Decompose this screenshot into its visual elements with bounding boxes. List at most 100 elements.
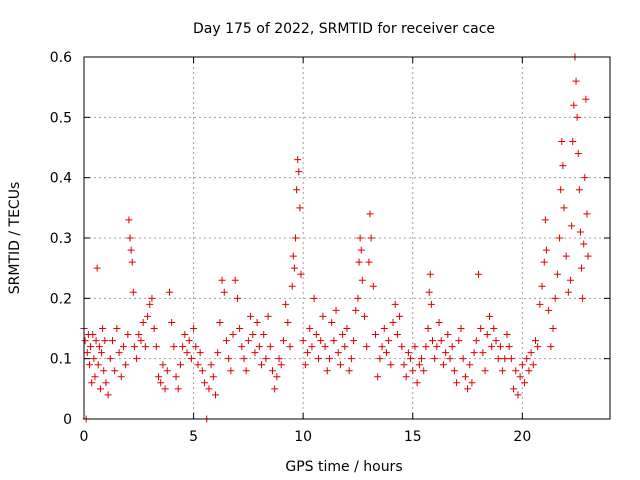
data-point (190, 325, 198, 332)
data-point (176, 361, 184, 369)
data-point (113, 325, 121, 332)
data-point (99, 325, 107, 332)
data-point (477, 325, 485, 332)
data-point (90, 355, 98, 363)
data-point (564, 288, 572, 296)
data-point (581, 174, 589, 182)
data-point (475, 270, 482, 278)
data-point (569, 137, 577, 145)
data-point (562, 252, 570, 260)
data-point (89, 331, 97, 339)
data-point (277, 361, 285, 369)
data-point (525, 367, 533, 375)
data-point (290, 264, 298, 272)
data-point (225, 355, 233, 363)
data-point (514, 391, 522, 399)
data-point (380, 325, 388, 332)
data-point (553, 270, 561, 278)
data-point (453, 379, 461, 387)
data-point (87, 343, 95, 351)
data-point (437, 337, 445, 345)
data-point (165, 288, 173, 296)
data-point (439, 361, 447, 369)
data-point (492, 337, 500, 345)
data-point (547, 343, 555, 351)
data-point (472, 337, 480, 345)
data-point (580, 240, 588, 248)
data-point (170, 343, 178, 351)
data-point (481, 367, 489, 375)
data-point (209, 373, 217, 381)
data-point (271, 385, 279, 393)
data-point (557, 186, 565, 194)
data-point (387, 361, 395, 369)
data-point (354, 294, 362, 302)
data-point (424, 325, 432, 332)
data-point (104, 391, 112, 399)
data-point (534, 343, 542, 351)
data-point (573, 113, 581, 121)
data-point (402, 373, 410, 381)
data-point (570, 101, 578, 109)
data-point (101, 337, 109, 345)
data-point (251, 349, 259, 357)
data-point (194, 361, 202, 369)
data-point (549, 325, 557, 332)
data-point (128, 258, 136, 266)
data-point (485, 312, 493, 320)
data-point (233, 294, 241, 302)
data-point (466, 361, 474, 369)
data-point (227, 367, 235, 375)
data-point (389, 318, 397, 326)
data-point (294, 156, 302, 164)
data-point (301, 361, 309, 369)
data-point (323, 367, 331, 375)
data-point (214, 349, 222, 357)
data-point (137, 337, 145, 345)
data-point (291, 234, 299, 242)
data-point (93, 264, 101, 272)
data-point (98, 349, 106, 357)
data-point (556, 234, 564, 242)
data-point (192, 343, 200, 351)
data-point (357, 246, 365, 254)
data-point (358, 276, 366, 284)
data-point (355, 258, 363, 266)
data-point (183, 349, 191, 357)
data-point (427, 300, 435, 308)
data-point (350, 337, 358, 345)
data-point (418, 355, 426, 363)
data-point (198, 367, 206, 375)
data-point (150, 325, 158, 332)
data-point (295, 168, 303, 176)
y-axis-label: SRMTID / TECUs (7, 182, 23, 295)
data-point (141, 343, 149, 351)
data-point (545, 306, 553, 314)
data-point (102, 379, 110, 387)
data-point (560, 204, 568, 212)
data-point (236, 325, 244, 332)
data-point (126, 234, 134, 242)
data-point (332, 306, 340, 314)
data-point (304, 349, 312, 357)
data-point (378, 343, 386, 351)
data-point (582, 95, 590, 103)
data-point (527, 349, 535, 357)
data-point (575, 186, 583, 194)
data-point (365, 258, 373, 266)
data-point (83, 349, 91, 357)
data-point (286, 343, 294, 351)
x-tick-label: 10 (294, 429, 312, 445)
data-point (455, 337, 463, 345)
data-point (398, 343, 406, 351)
data-point (315, 355, 323, 363)
data-point (130, 343, 138, 351)
data-point (521, 379, 529, 387)
data-point (479, 349, 487, 357)
data-point (382, 349, 390, 357)
data-point (531, 337, 539, 345)
data-point (111, 367, 119, 375)
data-point (242, 367, 250, 375)
data-point (461, 373, 469, 381)
